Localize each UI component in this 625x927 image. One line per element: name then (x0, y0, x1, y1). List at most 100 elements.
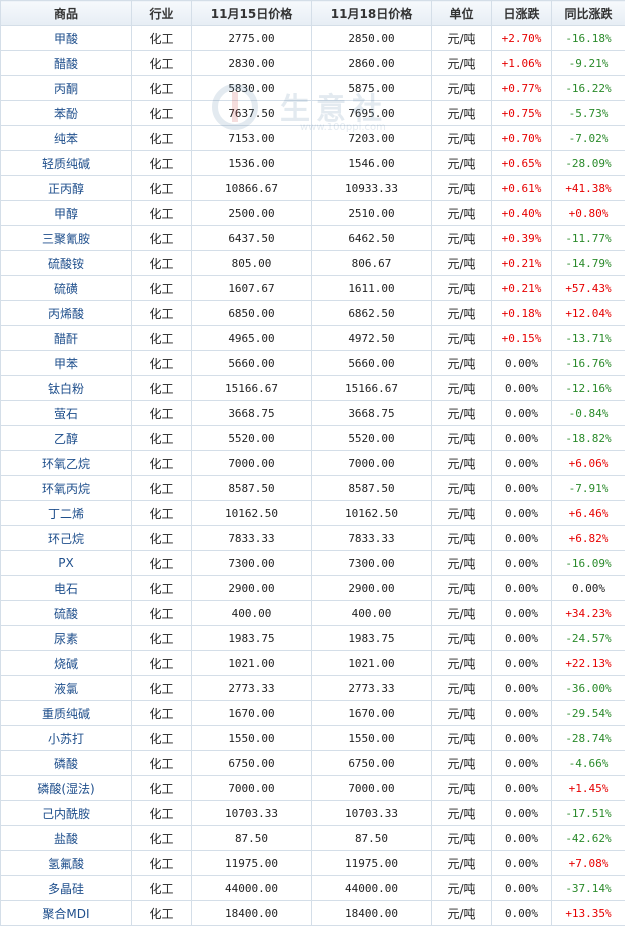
product-name-cell[interactable]: 苯酚 (0, 100, 132, 126)
table-row: 电石 化工 2900.00 2900.00 元/吨 0.00% 0.00% (0, 575, 625, 601)
yoy-change-cell: -7.02% (551, 125, 625, 151)
product-name-cell[interactable]: 硫酸 (0, 600, 132, 626)
product-name-cell[interactable]: 丙酮 (0, 75, 132, 101)
product-name-cell[interactable]: 环氧乙烷 (0, 450, 132, 476)
yoy-change-cell: +22.13% (551, 650, 625, 676)
industry-cell: 化工 (131, 900, 192, 926)
table-row: 丙烯酸 化工 6850.00 6862.50 元/吨 +0.18% +12.04% (0, 300, 625, 326)
product-name-cell[interactable]: 硫磺 (0, 275, 132, 301)
product-name-cell[interactable]: 乙醇 (0, 425, 132, 451)
industry-cell: 化工 (131, 825, 192, 851)
product-name-cell[interactable]: PX (0, 550, 132, 576)
product-name-cell[interactable]: 尿素 (0, 625, 132, 651)
industry-cell: 化工 (131, 375, 192, 401)
product-name-cell[interactable]: 纯苯 (0, 125, 132, 151)
yoy-change-cell: -18.82% (551, 425, 625, 451)
unit-cell: 元/吨 (431, 25, 492, 51)
price-nov15-cell: 8587.50 (191, 475, 312, 501)
product-name-cell[interactable]: 环氧丙烷 (0, 475, 132, 501)
product-name-cell[interactable]: 正丙醇 (0, 175, 132, 201)
unit-cell: 元/吨 (431, 175, 492, 201)
yoy-change-cell: +7.08% (551, 850, 625, 876)
header-row: 商品 行业 11月15日价格 11月18日价格 单位 日涨跌 同比涨跌 (0, 0, 625, 26)
yoy-change-cell: +13.35% (551, 900, 625, 926)
daily-change-cell: 0.00% (491, 675, 552, 701)
product-name-cell[interactable]: 盐酸 (0, 825, 132, 851)
price-nov15-cell: 5520.00 (191, 425, 312, 451)
product-name-cell[interactable]: 重质纯碱 (0, 700, 132, 726)
product-name-cell[interactable]: 轻质纯碱 (0, 150, 132, 176)
yoy-change-cell: -24.57% (551, 625, 625, 651)
unit-cell: 元/吨 (431, 525, 492, 551)
yoy-change-cell: -37.14% (551, 875, 625, 901)
product-name-cell[interactable]: 甲醇 (0, 200, 132, 226)
industry-cell: 化工 (131, 125, 192, 151)
price-nov15-cell: 10162.50 (191, 500, 312, 526)
col-header-industry: 行业 (131, 0, 192, 26)
product-name-cell[interactable]: 己内酰胺 (0, 800, 132, 826)
daily-change-cell: 0.00% (491, 825, 552, 851)
price-nov18-cell: 3668.75 (311, 400, 432, 426)
industry-cell: 化工 (131, 250, 192, 276)
product-name-cell[interactable]: 萤石 (0, 400, 132, 426)
industry-cell: 化工 (131, 675, 192, 701)
price-nov15-cell: 2830.00 (191, 50, 312, 76)
industry-cell: 化工 (131, 25, 192, 51)
yoy-change-cell: -9.21% (551, 50, 625, 76)
daily-change-cell: +0.65% (491, 150, 552, 176)
industry-cell: 化工 (131, 525, 192, 551)
product-name-cell[interactable]: 氢氟酸 (0, 850, 132, 876)
table-row: 乙醇 化工 5520.00 5520.00 元/吨 0.00% -18.82% (0, 425, 625, 451)
daily-change-cell: 0.00% (491, 475, 552, 501)
product-name-cell[interactable]: 硫酸铵 (0, 250, 132, 276)
product-name-cell[interactable]: 醋酸 (0, 50, 132, 76)
product-name-cell[interactable]: 烧碱 (0, 650, 132, 676)
daily-change-cell: +1.06% (491, 50, 552, 76)
price-nov18-cell: 8587.50 (311, 475, 432, 501)
product-name-cell[interactable]: 三聚氰胺 (0, 225, 132, 251)
product-name-cell[interactable]: 液氯 (0, 675, 132, 701)
table-row: 醋酸 化工 2830.00 2860.00 元/吨 +1.06% -9.21% (0, 50, 625, 76)
daily-change-cell: +2.70% (491, 25, 552, 51)
product-name-cell[interactable]: 丙烯酸 (0, 300, 132, 326)
product-name-cell[interactable]: 丁二烯 (0, 500, 132, 526)
price-nov18-cell: 806.67 (311, 250, 432, 276)
daily-change-cell: +0.61% (491, 175, 552, 201)
yoy-change-cell: -16.22% (551, 75, 625, 101)
price-nov15-cell: 6437.50 (191, 225, 312, 251)
price-nov18-cell: 7695.00 (311, 100, 432, 126)
unit-cell: 元/吨 (431, 375, 492, 401)
product-name-cell[interactable]: 聚合MDI (0, 900, 132, 926)
industry-cell: 化工 (131, 350, 192, 376)
daily-change-cell: 0.00% (491, 800, 552, 826)
product-name-cell[interactable]: 小苏打 (0, 725, 132, 751)
industry-cell: 化工 (131, 50, 192, 76)
price-nov18-cell: 4972.50 (311, 325, 432, 351)
unit-cell: 元/吨 (431, 400, 492, 426)
daily-change-cell: +0.21% (491, 250, 552, 276)
product-name-cell[interactable]: 醋酐 (0, 325, 132, 351)
product-name-cell[interactable]: 甲苯 (0, 350, 132, 376)
col-header-product: 商品 (0, 0, 132, 26)
product-name-cell[interactable]: 多晶硅 (0, 875, 132, 901)
table-row: 硫磺 化工 1607.67 1611.00 元/吨 +0.21% +57.43% (0, 275, 625, 301)
industry-cell: 化工 (131, 100, 192, 126)
daily-change-cell: 0.00% (491, 425, 552, 451)
table-row: 丙酮 化工 5830.00 5875.00 元/吨 +0.77% -16.22% (0, 75, 625, 101)
price-nov18-cell: 2850.00 (311, 25, 432, 51)
price-nov15-cell: 1607.67 (191, 275, 312, 301)
daily-change-cell: 0.00% (491, 375, 552, 401)
product-name-cell[interactable]: 磷酸(湿法) (0, 775, 132, 801)
price-nov18-cell: 10162.50 (311, 500, 432, 526)
product-name-cell[interactable]: 磷酸 (0, 750, 132, 776)
table-row: 液氯 化工 2773.33 2773.33 元/吨 0.00% -36.00% (0, 675, 625, 701)
product-name-cell[interactable]: 环己烷 (0, 525, 132, 551)
product-name-cell[interactable]: 甲酸 (0, 25, 132, 51)
price-nov18-cell: 6462.50 (311, 225, 432, 251)
unit-cell: 元/吨 (431, 825, 492, 851)
daily-change-cell: 0.00% (491, 775, 552, 801)
product-name-cell[interactable]: 电石 (0, 575, 132, 601)
yoy-change-cell: -0.84% (551, 400, 625, 426)
unit-cell: 元/吨 (431, 650, 492, 676)
product-name-cell[interactable]: 钛白粉 (0, 375, 132, 401)
